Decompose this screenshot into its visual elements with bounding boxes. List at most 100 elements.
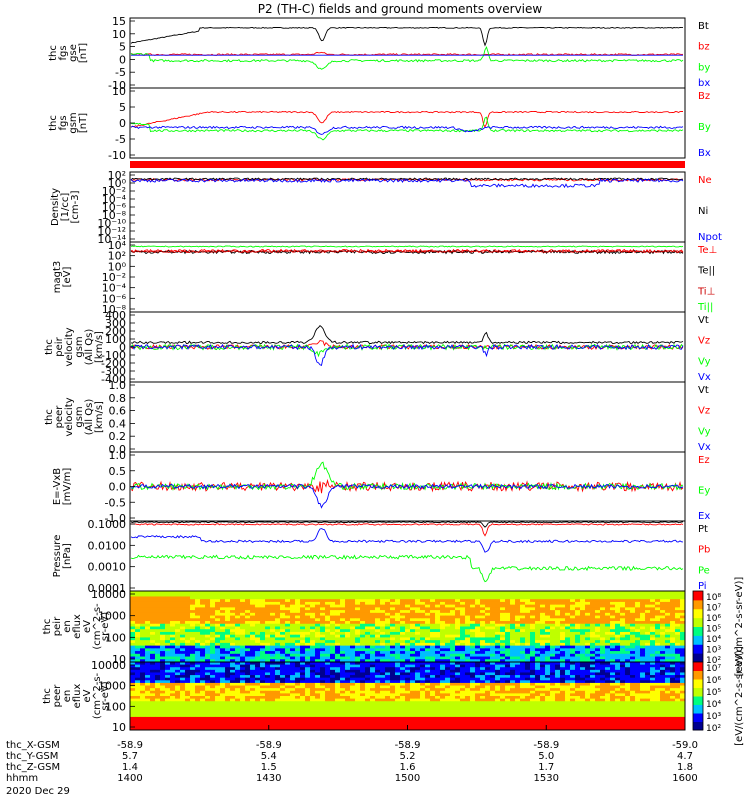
spec-cell xyxy=(530,703,536,707)
spec-cell xyxy=(240,688,246,692)
spec-cell xyxy=(385,690,391,694)
spec-cell xyxy=(130,664,136,668)
spec-cell xyxy=(550,682,556,687)
legend-entry: Bz xyxy=(698,91,710,102)
spec-cell xyxy=(210,640,216,644)
spec-cell xyxy=(385,601,391,606)
spec-cell xyxy=(215,701,221,705)
spec-cell xyxy=(435,610,441,614)
spec-cell xyxy=(580,591,586,595)
spec-cell xyxy=(380,682,386,687)
spec-cell xyxy=(500,701,506,705)
spec-cell xyxy=(575,607,581,611)
spec-cell xyxy=(405,682,411,687)
spec-cell xyxy=(535,693,541,697)
spec-cell xyxy=(255,664,261,668)
spec-cell xyxy=(305,610,311,614)
spec-cell xyxy=(300,621,306,625)
spec-cell xyxy=(540,607,546,611)
spec-cell xyxy=(265,618,271,622)
y-tick-label: -300 xyxy=(101,365,126,378)
spec-cell xyxy=(660,626,666,630)
spec-cell xyxy=(360,591,366,595)
spec-cell xyxy=(160,672,166,676)
spec-cell xyxy=(225,637,231,641)
spec-cell xyxy=(615,612,621,617)
spec-cell xyxy=(160,701,166,705)
spec-cell xyxy=(590,640,596,644)
spec-cell xyxy=(600,667,606,671)
spec-cell xyxy=(565,703,571,707)
spec-cell xyxy=(450,642,456,647)
spec-cell xyxy=(645,680,651,684)
spec-cell xyxy=(245,631,251,636)
spec-cell xyxy=(475,698,481,702)
spec-cell xyxy=(260,680,266,684)
y-tick-label: 10⁻² xyxy=(102,271,126,284)
spec-cell xyxy=(275,662,281,666)
spec-cell xyxy=(590,680,596,684)
spec-cell xyxy=(135,669,141,673)
spec-cell xyxy=(535,607,541,611)
spec-cell xyxy=(310,675,316,679)
spec-cell xyxy=(635,615,641,619)
spec-cell xyxy=(655,667,661,671)
spec-cell xyxy=(495,612,501,617)
spec-cell xyxy=(190,634,196,638)
spec-cell xyxy=(500,651,506,655)
spec-cell xyxy=(345,645,351,649)
spec-cell xyxy=(560,701,566,705)
spec-cell xyxy=(275,651,281,655)
spec-cell xyxy=(420,696,426,700)
spec-cell xyxy=(165,669,171,673)
spec-cell xyxy=(655,685,661,689)
spec-cell xyxy=(190,604,196,608)
spec-cell xyxy=(615,593,621,597)
spec-cell xyxy=(235,690,241,694)
spec-cell xyxy=(430,656,436,660)
spec-cell xyxy=(450,703,456,707)
spec-cell xyxy=(390,653,396,658)
spec-cell xyxy=(245,669,251,673)
spec-cell xyxy=(180,690,186,694)
spec-cell xyxy=(490,637,496,641)
spec-cell xyxy=(235,640,241,644)
spec-cell xyxy=(240,591,246,595)
spec-cell xyxy=(510,645,516,649)
spec-cell xyxy=(355,591,361,595)
spec-cell xyxy=(445,688,451,692)
spec-cell xyxy=(575,675,581,679)
spec-cell xyxy=(665,685,671,689)
spec-cell xyxy=(225,615,231,619)
spec-cell xyxy=(555,618,561,622)
spec-cell xyxy=(470,680,476,684)
spec-cell xyxy=(235,698,241,702)
spec-cell xyxy=(510,656,516,660)
spec-cell xyxy=(570,677,576,681)
spec-cell xyxy=(660,623,666,627)
spec-cell xyxy=(660,596,666,600)
spec-cell xyxy=(535,696,541,700)
spec-cell xyxy=(245,591,251,595)
spec-cell xyxy=(315,629,321,633)
spec-cell xyxy=(565,591,571,595)
spec-cell xyxy=(655,659,661,663)
spec-cell xyxy=(415,672,421,676)
spec-cell xyxy=(680,640,686,644)
spec-cell xyxy=(375,626,381,630)
spec-cell xyxy=(625,651,631,655)
spec-cell xyxy=(560,672,566,676)
spec-cell xyxy=(550,698,556,702)
spec-cell xyxy=(405,642,411,647)
spec-cell xyxy=(305,698,311,702)
spec-cell xyxy=(555,677,561,681)
spec-cell xyxy=(605,642,611,647)
spec-cell xyxy=(355,672,361,676)
spec-cell xyxy=(550,637,556,641)
spec-cell xyxy=(645,698,651,702)
spec-cell xyxy=(350,607,356,611)
spec-cell xyxy=(645,626,651,630)
spec-cell xyxy=(345,604,351,608)
spec-cell xyxy=(535,662,541,666)
spec-cell xyxy=(435,593,441,597)
